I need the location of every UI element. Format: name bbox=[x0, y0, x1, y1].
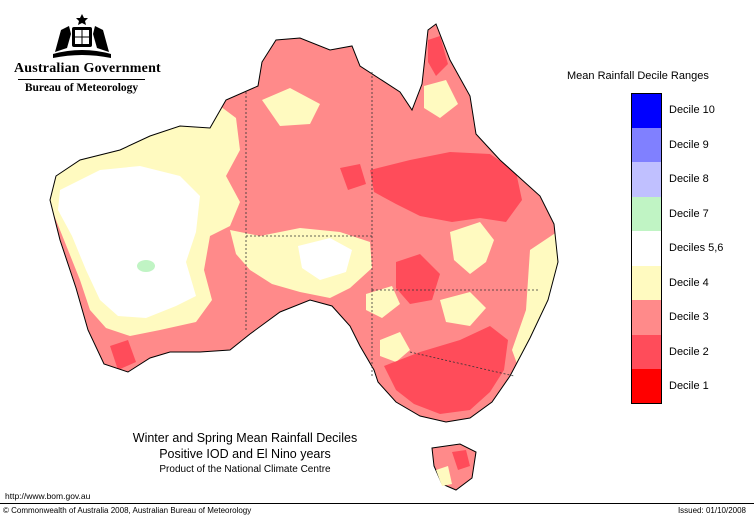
decile-2-wa-south-patch bbox=[110, 340, 136, 370]
decile-2-cape-york-patch bbox=[428, 36, 448, 76]
border-nsw-vic bbox=[409, 351, 515, 377]
legend-label: Decile 7 bbox=[669, 207, 709, 220]
deciles-5-6-central-patch bbox=[298, 238, 352, 280]
legend-swatch bbox=[631, 162, 662, 197]
legend-label: Decile 3 bbox=[669, 311, 709, 324]
legend-swatch bbox=[631, 334, 662, 369]
legend-item: Decile 7 bbox=[631, 196, 743, 231]
legend-swatch bbox=[631, 127, 662, 162]
decile-7-spot bbox=[137, 260, 155, 272]
mainland-outline bbox=[49, 23, 559, 423]
legend-label: Decile 1 bbox=[669, 380, 709, 393]
decile-4-east-coast-strip bbox=[512, 230, 558, 372]
legend-swatch bbox=[631, 231, 662, 266]
bom-logo: Australian Government Bureau of Meteorol… bbox=[14, 12, 161, 94]
government-name: Australian Government bbox=[14, 61, 161, 76]
deciles-5-6-west-region bbox=[58, 166, 200, 318]
decile-4-cape-york-patch bbox=[424, 80, 458, 118]
legend-item: Decile 10 bbox=[631, 93, 743, 128]
decile-4-top-end-patch bbox=[262, 88, 320, 126]
decile-2-queensland-region bbox=[370, 152, 522, 222]
legend-item: Decile 1 bbox=[631, 369, 743, 404]
website-url: http://www.bom.gov.au bbox=[5, 491, 91, 501]
state-borders bbox=[245, 72, 540, 377]
legend-item: Decile 4 bbox=[631, 265, 743, 300]
map-product-credit: Product of the National Climate Centre bbox=[159, 464, 331, 475]
decile-4-queensland-patch bbox=[450, 222, 494, 274]
legend-swatch bbox=[631, 369, 662, 404]
legend-swatch bbox=[631, 196, 662, 231]
tasmania bbox=[431, 443, 477, 491]
legend-swatch bbox=[631, 300, 662, 335]
decile-2-nt-patch bbox=[340, 164, 366, 190]
issued-date: Issued: 01/10/2008 bbox=[677, 506, 746, 515]
map-title: Winter and Spring Mean Rainfall Deciles bbox=[132, 431, 358, 445]
copyright-notice: © Commonwealth of Australia 2008, Austra… bbox=[3, 506, 252, 515]
tasmania-decile-4-patch bbox=[436, 466, 452, 486]
legend-label: Deciles 5,6 bbox=[669, 242, 724, 255]
coat-of-arms-icon bbox=[52, 14, 111, 58]
decile-2-sa-region bbox=[396, 254, 440, 304]
bureau-name: Bureau of Meteorology bbox=[24, 82, 139, 94]
legend-swatch bbox=[631, 93, 662, 128]
tasmania-decile-2-patch bbox=[452, 450, 470, 470]
decile-legend: Decile 10 Decile 9 Decile 8 Decile 7 Deciles… bbox=[631, 93, 743, 404]
legend-title: Mean Rainfall Decile Ranges bbox=[567, 70, 709, 82]
legend-item: Decile 3 bbox=[631, 300, 743, 335]
legend-item: Deciles 5,6 bbox=[631, 231, 743, 266]
map-titles: Winter and Spring Mean Rainfall Deciles … bbox=[95, 430, 395, 476]
map-subtitle: Positive IOD and El Nino years bbox=[159, 447, 331, 461]
header-divider bbox=[18, 79, 145, 80]
legend-label: Decile 9 bbox=[669, 138, 709, 151]
decile-4-coastal-patch bbox=[380, 332, 410, 362]
legend-label: Decile 2 bbox=[669, 345, 709, 358]
legend-item: Decile 8 bbox=[631, 162, 743, 197]
decile-4-sa-patch bbox=[366, 286, 400, 318]
legend-label: Decile 8 bbox=[669, 173, 709, 186]
legend-label: Decile 10 bbox=[669, 104, 715, 117]
decile-2-southeast-region bbox=[384, 326, 508, 414]
legend-swatch bbox=[631, 265, 662, 300]
legend-item: Decile 2 bbox=[631, 334, 743, 369]
legend-item: Decile 9 bbox=[631, 127, 743, 162]
decile-4-south-patch bbox=[440, 292, 486, 326]
footer-divider bbox=[0, 503, 754, 504]
legend-label: Decile 4 bbox=[669, 276, 709, 289]
